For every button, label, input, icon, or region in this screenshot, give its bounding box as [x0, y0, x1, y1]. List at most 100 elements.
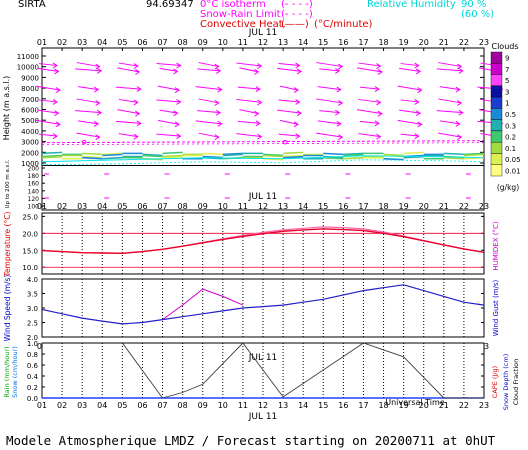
wind-arrow-head	[54, 110, 60, 117]
precip-hour-label: 17	[358, 401, 368, 410]
precip-hour-label: 07	[157, 401, 167, 410]
colorbar-segment	[490, 63, 503, 75]
date-label-precip: JUL 11	[248, 353, 278, 363]
wind-arrow-head	[338, 100, 344, 106]
wind-arrow-head	[95, 63, 101, 70]
temp-hour-label: 18	[378, 202, 388, 211]
wind-arrow-shaft	[316, 62, 343, 68]
height-tick-label: 3000	[21, 139, 39, 147]
wind-arrow	[239, 109, 260, 117]
snow-depth-axis-label: Snow Depth (cm)	[502, 354, 510, 410]
wind-arrow	[277, 109, 303, 117]
wind-arrow-head	[293, 87, 300, 94]
wind-arrow-shaft	[400, 133, 419, 137]
legend-conv-label: Convective Heat.	[200, 19, 286, 30]
cloud-streak	[283, 151, 304, 155]
wind-arrow	[438, 98, 463, 106]
wind-arrow-shaft	[37, 109, 59, 114]
legend-isotherm-sample: (- - - -)	[281, 0, 313, 10]
precip-hour-label: 08	[178, 401, 188, 410]
cloud-streak	[222, 152, 243, 156]
wind-arrow-shaft	[317, 120, 341, 125]
wind-speed-line	[41, 284, 485, 325]
cape-line	[122, 342, 484, 399]
wind-arrow	[397, 85, 423, 94]
wind-arrow	[78, 86, 100, 93]
wind-arrow-shaft	[118, 133, 138, 138]
wind-arrow	[356, 67, 383, 75]
wind-arrow-head	[93, 120, 100, 127]
precip-hour-label: 20	[419, 401, 429, 410]
cloud-streak	[403, 151, 424, 155]
wind-arrow	[358, 133, 382, 140]
wind-arrow	[195, 86, 223, 93]
cloud-streak	[142, 153, 163, 157]
site-name: SIRTA	[18, 0, 46, 10]
isotherm-line	[41, 140, 485, 144]
wind-arrow	[397, 119, 423, 128]
wind-arrow	[319, 109, 341, 116]
wind-arrow-head	[417, 121, 423, 128]
rh-label: Relative Humidity	[367, 0, 456, 10]
precip-hour-label: 04	[97, 401, 107, 410]
wind-arrow	[157, 119, 180, 128]
low-height-tick-label: 180	[28, 173, 40, 180]
wind-arrow-shaft	[156, 133, 181, 137]
wind-arrow-head	[257, 99, 263, 106]
cloud-streak	[41, 155, 63, 159]
wind-arrow	[316, 62, 344, 70]
wind-arrow-shaft	[358, 133, 381, 138]
colorbar-segment	[490, 119, 503, 132]
colorbar-segment	[490, 130, 503, 143]
wind-arrow	[75, 109, 103, 116]
wind-arrow-head	[414, 99, 420, 105]
wind-arrow-head	[95, 100, 101, 106]
precip-tick-label: 0.6	[27, 362, 39, 370]
wind-arrow-shaft	[75, 110, 102, 114]
universal-time-label: Universal Time	[385, 398, 445, 407]
cloud-streak	[443, 152, 464, 156]
wind-arrow-shaft	[278, 63, 300, 67]
wind-arrow-head	[296, 68, 303, 75]
low-height-tick-label: 140	[28, 188, 40, 195]
snow-rain-limit-line	[41, 142, 485, 146]
wind-arrow-shaft	[38, 133, 58, 137]
wind-arrow-shaft	[195, 120, 222, 125]
wind-arrow-shaft	[78, 120, 99, 125]
wind-arrow	[197, 67, 222, 74]
colorbar-label: 3	[505, 88, 509, 96]
precip-tick-label: 0.0	[27, 395, 38, 403]
wind-arrow	[37, 67, 60, 75]
wind-arrow-head	[52, 99, 58, 105]
date-label-mid: JUL 11	[248, 192, 278, 202]
wind-arrow-head	[414, 62, 420, 69]
legend-isotherm-label: 0°C isotherm	[200, 0, 266, 10]
precip-hour-label: 11	[238, 401, 248, 410]
height-tick-label: 1000	[21, 160, 39, 168]
temperature-tick-label: 25.0	[22, 213, 38, 221]
wind-arrow-head	[295, 133, 301, 140]
hour-label-top: 17	[358, 38, 368, 47]
wind-arrow	[237, 86, 261, 93]
cloud-streak	[82, 155, 103, 159]
wind-speed-tick-label: 3.5	[27, 291, 38, 299]
cloud-streak	[283, 155, 304, 159]
colorbar-label: 7	[505, 66, 509, 74]
precip-hour-label: 15	[318, 401, 328, 410]
rain-axis-label: Rain (mm/hour)	[3, 346, 11, 397]
temp-hour-label: 23	[479, 202, 489, 211]
low-height-tick-label: 200	[28, 166, 40, 173]
cloud-streak	[222, 153, 243, 157]
temp-hour-label: 06	[137, 202, 147, 211]
wind-arrow	[198, 98, 220, 106]
wind-arrow-shaft	[438, 132, 462, 138]
wind-arrow-head	[214, 100, 220, 106]
wind-arrow	[239, 67, 260, 75]
cloud-streak	[383, 157, 404, 161]
temperature-line	[41, 228, 485, 255]
wind-arrow-head	[336, 86, 342, 93]
wind-arrow	[279, 119, 300, 128]
wind-arrow-head	[374, 120, 380, 127]
height-axis-label: Height (m a.s.l.)	[2, 76, 11, 141]
wind-arrow-shaft	[356, 109, 383, 115]
